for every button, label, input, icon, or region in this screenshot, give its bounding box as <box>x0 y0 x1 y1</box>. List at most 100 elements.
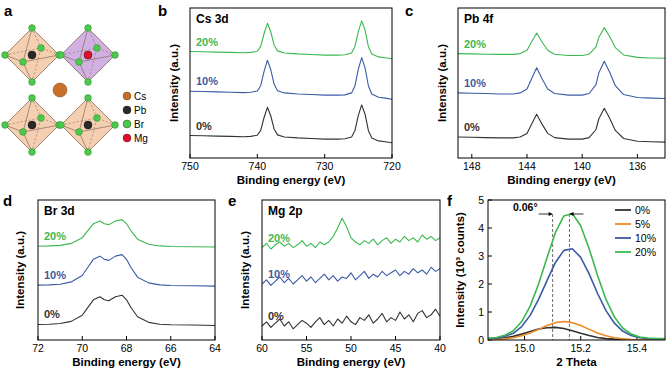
series-line <box>458 108 665 142</box>
atom-br <box>85 25 92 32</box>
x-tick <box>126 336 127 340</box>
x-tick-label: 148 <box>463 160 481 172</box>
plot-frame <box>190 8 392 158</box>
y-tick-label: 5 <box>478 194 484 206</box>
chart-3: e6055504540Binding energy (eV)Intensity … <box>228 192 446 368</box>
legend-label: 5% <box>635 218 650 230</box>
y-axis-label: Intensity (a.u.) <box>436 44 448 122</box>
atom-br <box>112 52 119 59</box>
legend-label: 20% <box>635 246 656 258</box>
y-tick <box>488 228 492 229</box>
x-tick <box>351 336 352 340</box>
x-tick-label: 144 <box>518 160 536 172</box>
atom-br <box>2 122 9 129</box>
series-line <box>262 267 440 285</box>
atom-br <box>76 59 83 66</box>
x-tick <box>257 154 258 158</box>
atom-br <box>20 129 27 136</box>
series-line <box>190 58 392 100</box>
panel-letter: f <box>447 192 453 209</box>
y-tick <box>488 256 492 257</box>
atom-br <box>58 52 65 59</box>
atom-br <box>76 129 83 136</box>
legend-label: Mg <box>134 133 148 144</box>
series-line <box>458 28 665 59</box>
x-tick-label: 136 <box>629 160 647 172</box>
reference-line <box>552 214 553 340</box>
y-tick-label: 3 <box>478 250 484 262</box>
x-tick <box>527 154 528 158</box>
x-axis-label: Binding energy (eV) <box>297 356 406 368</box>
series-line <box>38 220 215 247</box>
y-tick <box>488 312 492 313</box>
atom-key <box>123 134 131 142</box>
atom-br <box>29 79 36 86</box>
chart-0: b750740730720Binding energy (eV)Intensit… <box>158 2 401 186</box>
series-line <box>190 105 392 143</box>
series-line <box>458 61 665 98</box>
chart-1: c148144140136Binding energy (eV)Intensit… <box>405 2 665 186</box>
series-label: 10% <box>196 75 218 87</box>
plot-frame <box>38 200 215 340</box>
chart-4: f15.015.215.40123452 ThetaIntensity (10³… <box>447 192 665 368</box>
x-tick <box>471 154 472 158</box>
plot-area <box>458 28 665 142</box>
x-tick-label: 730 <box>316 160 334 172</box>
chart-title: Br 3d <box>44 204 75 218</box>
atom-key <box>123 106 131 114</box>
chart-title: Mg 2p <box>268 204 303 218</box>
y-axis-label: Intensity (10³ counts) <box>454 212 466 328</box>
y-axis-label: Intensity (a.u.) <box>239 231 251 309</box>
series-line <box>38 295 215 325</box>
series-label: 10% <box>44 269 66 281</box>
atom-mg <box>84 51 92 59</box>
plot-area <box>38 220 215 326</box>
chart-title: Pb 4f <box>464 12 494 26</box>
y-tick-label: 0 <box>478 334 484 346</box>
x-tick-label: 140 <box>573 160 591 172</box>
atom-br <box>85 79 92 86</box>
octahedron <box>61 28 115 82</box>
series-line <box>38 255 215 287</box>
atom-br <box>58 122 65 129</box>
atom-pb <box>28 121 36 129</box>
x-tick-label: 15.0 <box>514 342 535 354</box>
atom-br <box>94 45 101 52</box>
x-tick-label: 15.4 <box>627 342 648 354</box>
atom-br <box>94 115 101 122</box>
x-tick-label: 15.2 <box>570 342 591 354</box>
atom-br <box>29 95 36 102</box>
legend-label: Br <box>134 119 145 130</box>
atom-br <box>38 45 45 52</box>
x-tick <box>170 336 171 340</box>
series-line <box>262 218 440 249</box>
plot-frame <box>458 8 665 158</box>
annotation: 0.06° <box>513 201 538 213</box>
atom-key <box>123 120 131 128</box>
x-tick <box>306 336 307 340</box>
series-line <box>190 21 392 59</box>
x-tick-label: 750 <box>181 160 199 172</box>
atom-br <box>20 59 27 66</box>
plot-area <box>262 218 440 329</box>
figure: aCsPbBrMgb750740730720Binding energy (eV… <box>0 0 671 372</box>
panel-letter: d <box>3 192 12 209</box>
structure <box>2 25 119 156</box>
atom-br <box>85 95 92 102</box>
series-label: 20% <box>44 230 66 242</box>
chart-2: d7270686664Binding energy (eV)Intensity … <box>3 192 221 368</box>
atom-br <box>112 122 119 129</box>
chart-title: Cs 3d <box>196 12 229 26</box>
panel-letter: a <box>4 2 13 19</box>
x-tick-label: 60 <box>256 342 268 354</box>
x-axis-label: Binding energy (eV) <box>507 174 616 186</box>
plot-area <box>488 213 665 340</box>
legend-swatch <box>615 209 631 211</box>
x-tick <box>324 154 325 158</box>
series-line <box>488 213 665 338</box>
y-axis-label: Intensity (a.u.) <box>168 44 180 122</box>
series-line <box>262 309 440 329</box>
x-axis-label: Binding energy (eV) <box>237 174 346 186</box>
y-tick <box>488 284 492 285</box>
atom-pb <box>28 51 36 59</box>
